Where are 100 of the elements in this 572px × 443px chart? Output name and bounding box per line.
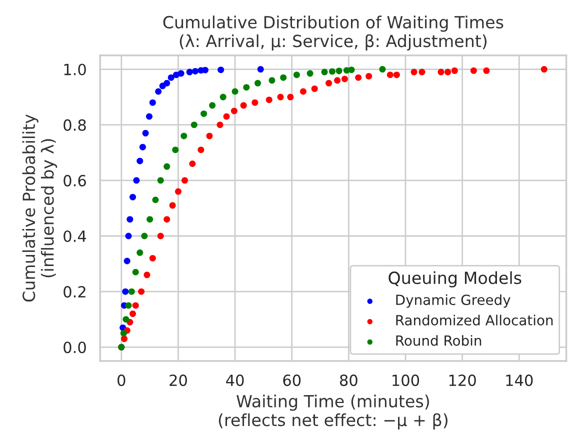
point — [306, 70, 314, 77]
point — [386, 72, 394, 78]
point — [164, 80, 170, 86]
point — [149, 254, 156, 262]
y-tick-label: 1.0 — [64, 64, 86, 76]
point — [254, 80, 262, 86]
point — [366, 72, 372, 80]
point — [149, 99, 156, 106]
point — [192, 68, 199, 74]
point — [300, 88, 306, 95]
point — [157, 232, 164, 240]
point — [186, 68, 193, 76]
point — [132, 302, 139, 309]
legend-title: Queuing Models — [388, 271, 522, 288]
point — [202, 66, 208, 74]
point — [232, 88, 238, 95]
point — [182, 177, 188, 184]
point — [311, 85, 318, 92]
point — [133, 177, 140, 184]
point — [178, 70, 184, 77]
point — [132, 268, 139, 276]
x-axis-title: Waiting Time (minutes) (reflects net effect: −μ + β) — [218, 394, 448, 430]
chart-title: Cumulative Distribution of Waiting Times (λ: Arrival, μ: Service, β: Adjustment) — [163, 16, 504, 51]
point — [122, 288, 129, 295]
point — [277, 94, 284, 100]
point — [328, 68, 336, 75]
point — [223, 113, 230, 120]
point — [174, 188, 182, 195]
point — [355, 74, 362, 81]
point — [483, 67, 490, 74]
x-tick-label: 40 — [226, 374, 244, 386]
point — [152, 196, 159, 204]
point — [146, 113, 153, 120]
point — [470, 67, 477, 74]
y-tick-label: 0.4 — [64, 230, 86, 242]
point — [216, 122, 224, 128]
point — [444, 68, 452, 76]
point — [243, 84, 250, 91]
point — [209, 102, 216, 109]
legend-label: Round Robin — [396, 335, 482, 346]
point — [418, 68, 426, 76]
x-tick-label: 100 — [392, 374, 420, 386]
point — [410, 68, 418, 76]
point — [136, 249, 144, 256]
point — [334, 77, 341, 84]
point — [206, 132, 213, 140]
point — [139, 144, 146, 150]
point — [141, 232, 148, 240]
point — [168, 74, 174, 81]
point — [155, 88, 162, 95]
point — [146, 216, 154, 223]
x-tick-label: 120 — [449, 374, 476, 386]
point — [200, 110, 208, 117]
point — [230, 108, 238, 114]
point — [287, 94, 294, 100]
point — [190, 122, 198, 128]
y-axis-title: Cumulative Probability (influenced by λ) — [22, 114, 58, 302]
y-tick-label: 0.0 — [64, 342, 86, 354]
point — [130, 310, 136, 318]
point — [157, 177, 164, 184]
point — [120, 330, 127, 337]
point — [198, 146, 204, 154]
point — [252, 99, 258, 106]
x-tick-label: 140 — [506, 374, 533, 386]
point — [180, 132, 188, 140]
point — [124, 258, 130, 264]
point — [438, 68, 444, 76]
point — [240, 102, 247, 109]
y-tick-label: 0.8 — [64, 119, 86, 131]
point — [540, 66, 548, 73]
point — [336, 68, 342, 74]
point — [138, 288, 145, 295]
point — [144, 272, 150, 278]
point — [164, 163, 170, 170]
legend-label: Dynamic Greedy — [396, 294, 510, 308]
point — [130, 194, 136, 200]
point — [164, 216, 170, 223]
y-tick-label: 0.6 — [64, 174, 86, 186]
point — [136, 158, 144, 164]
point — [126, 216, 134, 223]
point — [220, 94, 226, 100]
legend-label: Randomized Allocation — [396, 314, 553, 326]
point — [125, 302, 132, 309]
point — [266, 96, 272, 104]
point — [169, 202, 176, 209]
point — [257, 66, 264, 73]
point — [393, 72, 400, 78]
point — [293, 72, 300, 78]
point — [189, 160, 196, 168]
x-tick-label: 0 — [118, 374, 126, 386]
point — [326, 80, 332, 86]
point — [451, 67, 458, 74]
x-tick-label: 60 — [283, 374, 301, 386]
point — [128, 288, 135, 295]
y-tick-label: 0.2 — [64, 286, 86, 298]
point — [379, 66, 386, 73]
point — [280, 74, 287, 81]
point — [122, 316, 130, 323]
point — [348, 66, 355, 74]
point — [321, 68, 328, 76]
